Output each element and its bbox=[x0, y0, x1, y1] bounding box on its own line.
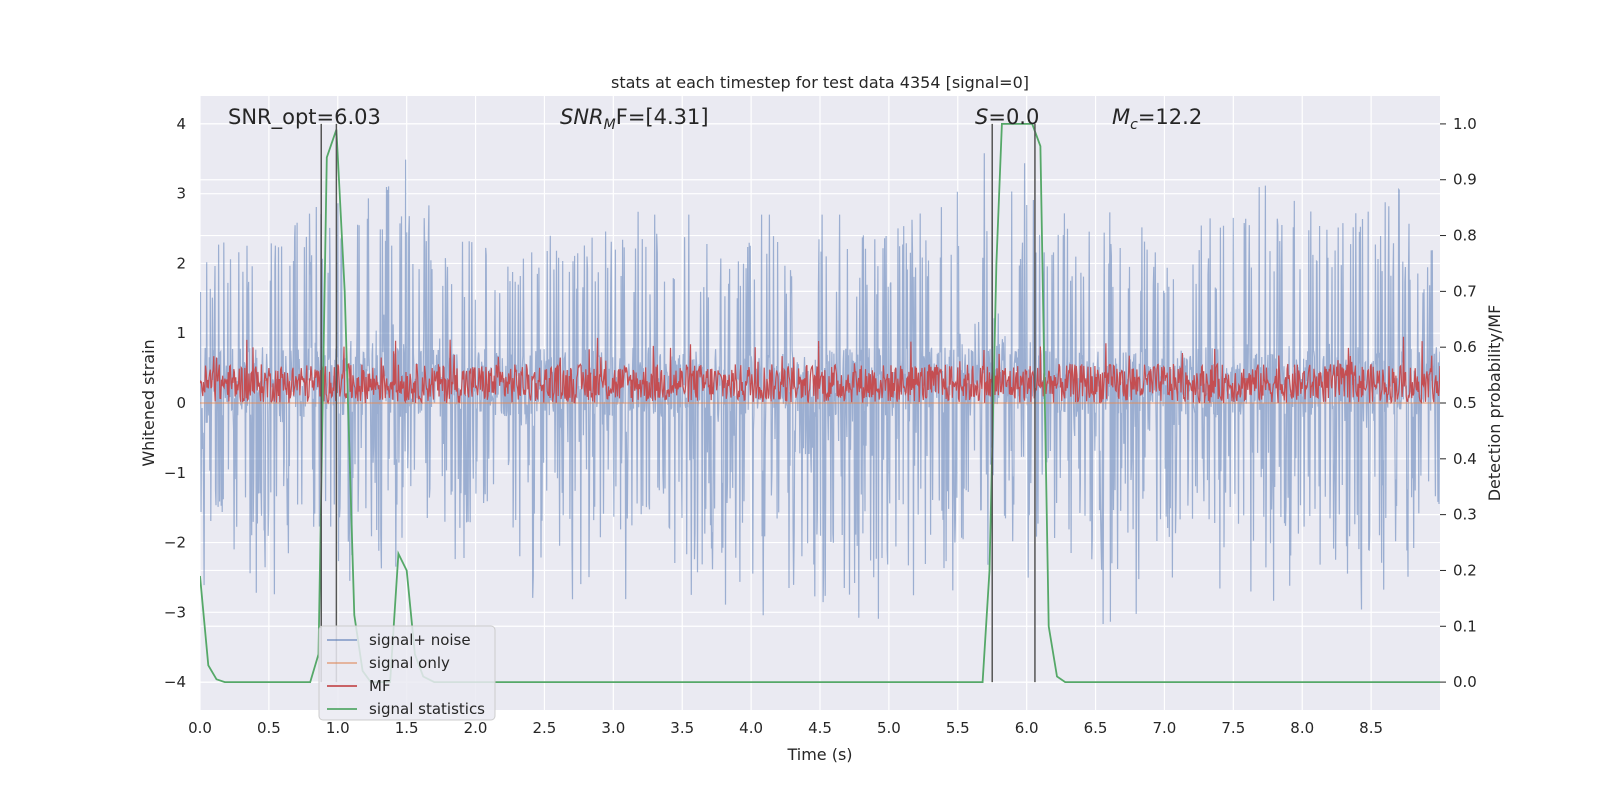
series-layer bbox=[200, 123, 1440, 683]
x-tick-label: 4.0 bbox=[739, 719, 763, 737]
y-left-tick-label: −3 bbox=[164, 603, 186, 621]
signal-noise-line bbox=[200, 153, 1440, 625]
snr-mf-subscript: M bbox=[604, 117, 616, 133]
y-left-tick-label: −4 bbox=[164, 673, 186, 691]
snr-mf-annotation: SNRMF=[4.31] bbox=[560, 105, 709, 133]
x-tick-label: 5.5 bbox=[946, 719, 970, 737]
y-right-tick-label: 0.0 bbox=[1453, 673, 1477, 691]
y-right-tick-label: 0.2 bbox=[1453, 561, 1477, 579]
x-axis-label: Time (s) bbox=[786, 745, 852, 764]
x-tick-label: 8.5 bbox=[1359, 719, 1383, 737]
s-label: S bbox=[975, 105, 988, 129]
legend-label-signal-statistics: signal statistics bbox=[369, 700, 485, 718]
y-right-tick-label: 0.8 bbox=[1453, 227, 1477, 245]
y-right-tick-label: 0.4 bbox=[1453, 450, 1477, 468]
x-tick-label: 0.0 bbox=[188, 719, 212, 737]
x-tick-label: 3.0 bbox=[601, 719, 625, 737]
y-left-tick-label: 0 bbox=[176, 394, 186, 412]
mc-subscript: c bbox=[1130, 117, 1138, 133]
x-tick-label: 5.0 bbox=[877, 719, 901, 737]
snr-mf-prefix: SNR bbox=[560, 105, 604, 129]
x-tick-label: 6.0 bbox=[1015, 719, 1039, 737]
x-tick-label: 1.5 bbox=[395, 719, 419, 737]
x-tick-label: 0.5 bbox=[257, 719, 281, 737]
legend: signal+ noise signal only MF signal stat… bbox=[318, 625, 496, 721]
legend-label-signal-noise: signal+ noise bbox=[369, 631, 471, 649]
mc-annotation: Mc=12.2 bbox=[1112, 105, 1202, 133]
x-tick-label: 8.0 bbox=[1290, 719, 1314, 737]
y-right-tick-label: 0.1 bbox=[1453, 617, 1477, 635]
y-left-tick-label: 3 bbox=[176, 185, 186, 203]
y-right-tick-label: 0.9 bbox=[1453, 171, 1477, 189]
x-tick-label: 7.5 bbox=[1221, 719, 1245, 737]
mf-line bbox=[200, 336, 1440, 405]
legend-box bbox=[318, 625, 496, 721]
s-value: =0.0 bbox=[988, 105, 1039, 129]
y-left-tick-label: −2 bbox=[164, 534, 186, 552]
y-left-tick-label: 2 bbox=[176, 254, 186, 272]
x-tick-label: 1.0 bbox=[326, 719, 350, 737]
snr-opt-annotation: SNR_opt=6.03 bbox=[228, 105, 381, 130]
y-right-tick-label: 0.6 bbox=[1453, 338, 1477, 356]
x-tick-label: 7.0 bbox=[1153, 719, 1177, 737]
s-annotation: S=0.0 bbox=[975, 105, 1039, 129]
y-right-tick-label: 0.7 bbox=[1453, 282, 1477, 300]
mc-label: M bbox=[1112, 105, 1130, 129]
x-tick-label: 4.5 bbox=[808, 719, 832, 737]
signal-statistics-line bbox=[200, 123, 1440, 683]
mc-value: =12.2 bbox=[1138, 105, 1202, 129]
y-left-tick-label: −1 bbox=[164, 464, 186, 482]
y-axis-left-label: Whitened strain bbox=[139, 339, 158, 466]
y-right-tick-label: 0.5 bbox=[1453, 394, 1477, 412]
x-tick-label: 6.5 bbox=[1084, 719, 1108, 737]
chart-title: stats at each timestep for test data 435… bbox=[611, 73, 1029, 92]
y-right-tick-label: 0.3 bbox=[1453, 506, 1477, 524]
vertical-markers bbox=[320, 123, 1036, 683]
y-left-tick-label: 4 bbox=[176, 115, 186, 133]
legend-label-signal-only: signal only bbox=[369, 654, 450, 672]
y-right-tick-label: 1.0 bbox=[1453, 115, 1477, 133]
x-tick-label: 3.5 bbox=[670, 719, 694, 737]
legend-label-mf: MF bbox=[369, 677, 391, 695]
axes-text: 0.0 0.5 1.0 1.5 2.0 2.5 3.0 3.5 4.0 4.5 5.0 5.5 6.0 6… bbox=[164, 115, 1477, 737]
snr-mf-suffix: F=[4.31] bbox=[616, 105, 709, 129]
x-tick-label: 2.5 bbox=[533, 719, 557, 737]
y-left-tick-label: 1 bbox=[176, 324, 186, 342]
x-tick-label: 2.0 bbox=[464, 719, 488, 737]
y-axis-right-label: Detection probability/MF bbox=[1485, 305, 1504, 502]
